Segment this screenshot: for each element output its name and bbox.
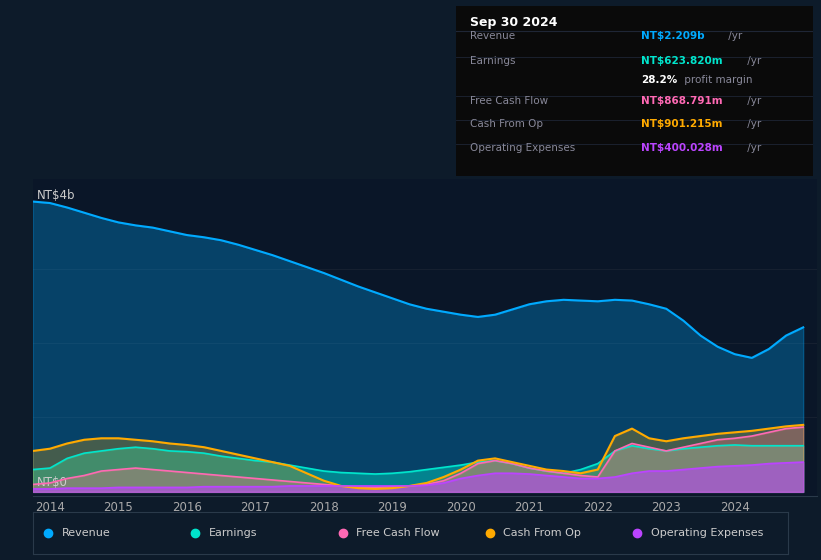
Text: Operating Expenses: Operating Expenses [651,529,763,538]
Text: /yr: /yr [744,143,761,153]
Text: /yr: /yr [725,31,742,41]
Text: NT$2.209b: NT$2.209b [641,31,705,41]
Text: /yr: /yr [744,56,761,66]
Text: NT$4b: NT$4b [37,189,76,202]
Text: 28.2%: 28.2% [641,75,677,85]
Text: /yr: /yr [744,119,761,129]
Text: Free Cash Flow: Free Cash Flow [356,529,440,538]
Text: Earnings: Earnings [209,529,257,538]
Text: NT$400.028m: NT$400.028m [641,143,723,153]
Text: Earnings: Earnings [470,56,516,66]
Text: NT$623.820m: NT$623.820m [641,56,723,66]
Text: /yr: /yr [744,96,761,105]
Text: Cash From Op: Cash From Op [503,529,581,538]
Text: NT$868.791m: NT$868.791m [641,96,723,105]
Text: profit margin: profit margin [681,75,752,85]
Text: NT$901.215m: NT$901.215m [641,119,722,129]
Text: NT$0: NT$0 [37,476,67,489]
Text: Cash From Op: Cash From Op [470,119,543,129]
Text: Sep 30 2024: Sep 30 2024 [470,16,557,29]
Text: Revenue: Revenue [62,529,110,538]
Text: Free Cash Flow: Free Cash Flow [470,96,548,105]
Text: Operating Expenses: Operating Expenses [470,143,576,153]
Text: Revenue: Revenue [470,31,515,41]
